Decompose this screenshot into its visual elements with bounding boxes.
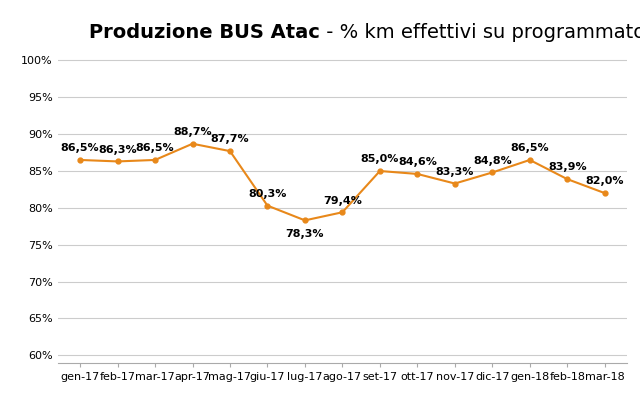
Text: 83,9%: 83,9% (548, 162, 586, 173)
Text: 84,6%: 84,6% (398, 157, 436, 167)
Text: - % km effettivi su programmato: - % km effettivi su programmato (320, 23, 640, 42)
Text: 86,5%: 86,5% (136, 143, 174, 153)
Text: 84,8%: 84,8% (473, 156, 511, 166)
Text: 78,3%: 78,3% (285, 229, 324, 239)
Text: 86,5%: 86,5% (511, 143, 549, 153)
Text: 87,7%: 87,7% (211, 134, 250, 145)
Text: 79,4%: 79,4% (323, 196, 362, 206)
Text: Produzione BUS Atac: Produzione BUS Atac (89, 23, 320, 42)
Text: 88,7%: 88,7% (173, 127, 212, 137)
Text: 82,0%: 82,0% (586, 176, 624, 187)
Text: 80,3%: 80,3% (248, 189, 287, 199)
Text: 85,0%: 85,0% (361, 154, 399, 164)
Text: 86,3%: 86,3% (99, 145, 137, 155)
Text: 86,5%: 86,5% (61, 143, 99, 153)
Text: 83,3%: 83,3% (436, 167, 474, 177)
